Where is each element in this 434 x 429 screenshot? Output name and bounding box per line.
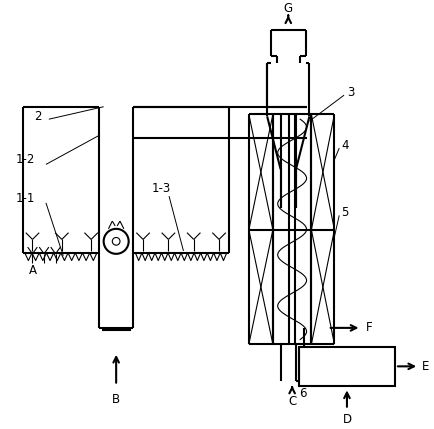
Text: 1-2: 1-2: [15, 153, 35, 166]
Text: A: A: [29, 264, 36, 277]
Text: 2: 2: [34, 110, 42, 123]
Text: 4: 4: [341, 139, 349, 152]
Text: G: G: [284, 2, 293, 15]
Text: F: F: [366, 321, 373, 334]
Text: C: C: [288, 395, 296, 408]
Text: 3: 3: [347, 86, 354, 99]
Text: 1-3: 1-3: [152, 182, 171, 195]
Text: E: E: [422, 360, 429, 373]
Text: B: B: [112, 393, 120, 406]
Text: 5: 5: [341, 206, 349, 219]
Text: 1-1: 1-1: [15, 192, 35, 205]
Text: D: D: [342, 413, 352, 426]
Bar: [299, 347, 395, 386]
Text: 6: 6: [299, 387, 306, 400]
